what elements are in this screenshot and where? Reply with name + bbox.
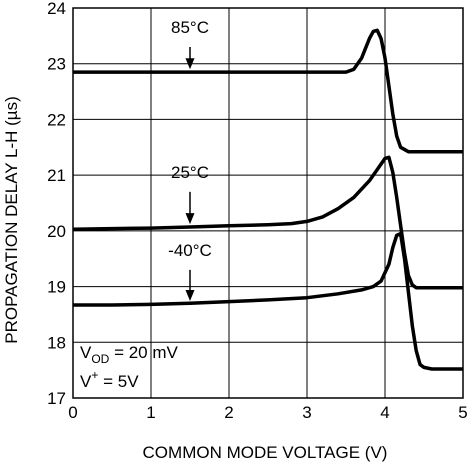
temperature-label: 85°C	[171, 18, 209, 37]
x-tick-label: 4	[380, 403, 389, 422]
x-tick-label: 2	[224, 403, 233, 422]
condition-vplus-sup: +	[91, 368, 98, 382]
data-series	[72, 28, 463, 371]
condition-vod-main: V	[80, 343, 92, 362]
x-tick-label: 3	[302, 403, 311, 422]
y-tick-label: 17	[47, 389, 66, 408]
arrow-head-icon	[185, 290, 195, 302]
x-tick-label: 5	[458, 403, 467, 422]
temperature-label: -40°C	[168, 241, 212, 260]
x-axis-title: COMMON MODE VOLTAGE (V)	[143, 443, 388, 462]
y-tick-label: 22	[47, 110, 66, 129]
y-tick-label: 18	[47, 333, 66, 352]
x-tick-label: 1	[146, 403, 155, 422]
chart-grid	[73, 8, 463, 398]
y-tick-label: 20	[47, 222, 66, 241]
condition-vplus-main: V	[80, 372, 92, 391]
condition-vod-rest: = 20 mV	[109, 343, 178, 362]
plot-frame	[72, 7, 464, 399]
condition-vplus-rest: = 5V	[98, 372, 139, 391]
annotations: 85°C 25°C -40°C	[168, 18, 212, 302]
arrow-head-icon	[185, 213, 195, 225]
series-line--40c	[73, 231, 463, 371]
y-tick-label: 23	[47, 55, 66, 74]
y-tick-label: 19	[47, 278, 66, 297]
x-tick-label: 0	[68, 403, 77, 422]
arrow-head-icon	[185, 58, 195, 70]
temperature-label: 25°C	[171, 163, 209, 182]
condition-vod-sub: OD	[91, 352, 109, 366]
series-line-25c	[72, 155, 463, 290]
condition-vod: VOD = 20 mV	[80, 343, 179, 366]
condition-vplus: V+ = 5V	[80, 368, 139, 391]
y-axis-title: PROPAGATION DELAY L-H (µs)	[2, 96, 21, 344]
y-tick-label: 21	[47, 166, 66, 185]
series-line-85c	[73, 28, 463, 154]
y-tick-label: 24	[47, 0, 66, 18]
